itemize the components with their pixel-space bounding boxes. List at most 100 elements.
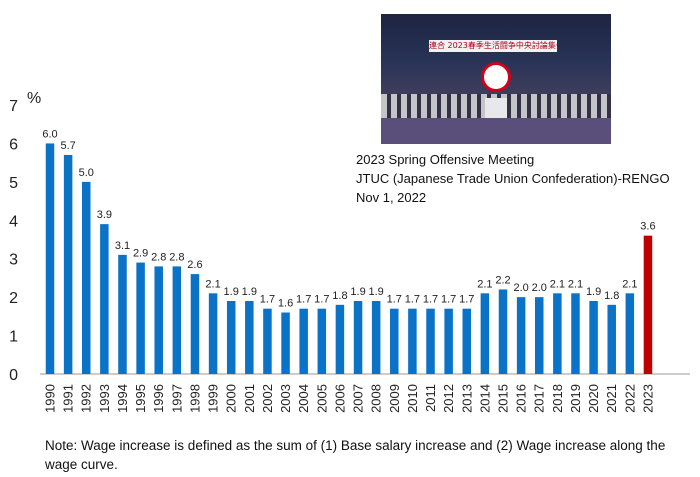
bar-2023 bbox=[643, 235, 653, 374]
data-label: 1.7 bbox=[296, 294, 311, 306]
bar-2022 bbox=[625, 293, 635, 374]
x-tick-label: 2018 bbox=[550, 384, 565, 413]
x-tick-label: 1999 bbox=[206, 384, 221, 413]
bar-2020 bbox=[589, 300, 598, 374]
x-tick-label: 2009 bbox=[387, 384, 402, 413]
y-unit-label: % bbox=[27, 90, 41, 107]
x-tick-label: 2008 bbox=[369, 384, 384, 413]
y-axis-ticks: 0 1 2 3 4 5 6 7 bbox=[9, 98, 18, 384]
y-tick-label: 4 bbox=[9, 213, 18, 230]
data-label: 1.9 bbox=[242, 286, 257, 298]
data-label: 1.8 bbox=[604, 290, 619, 302]
data-label: 2.6 bbox=[187, 259, 202, 271]
x-tick-label: 2001 bbox=[242, 384, 257, 413]
y-tick-label: 3 bbox=[9, 252, 18, 269]
meeting-photo: 連合 2023春季生活闘争中央討論集会 bbox=[381, 14, 611, 144]
x-tick-label: 2014 bbox=[477, 384, 492, 413]
bar-series bbox=[45, 143, 653, 374]
bar-1999 bbox=[208, 293, 218, 374]
bar-2014 bbox=[480, 293, 490, 374]
data-label: 1.7 bbox=[260, 294, 275, 306]
bar-2008 bbox=[371, 300, 381, 374]
podium bbox=[485, 98, 507, 118]
x-tick-label: 2011 bbox=[423, 384, 438, 412]
x-tick-label: 2012 bbox=[441, 384, 456, 413]
data-label: 1.7 bbox=[314, 294, 329, 306]
bar-2002 bbox=[263, 308, 272, 374]
bar-1990 bbox=[45, 143, 55, 374]
data-label: 5.0 bbox=[79, 167, 94, 179]
x-tick-label: 1994 bbox=[115, 384, 130, 413]
x-tick-label: 1996 bbox=[151, 384, 166, 413]
bar-1998 bbox=[190, 274, 200, 374]
data-label: 1.6 bbox=[278, 298, 293, 310]
data-label: 3.9 bbox=[97, 209, 112, 221]
bar-2001 bbox=[245, 300, 254, 374]
x-tick-label: 2022 bbox=[622, 384, 637, 413]
y-tick-label: 7 bbox=[9, 98, 18, 115]
bar-2018 bbox=[553, 293, 562, 374]
data-label: 2.1 bbox=[622, 278, 637, 290]
data-label: 1.8 bbox=[332, 290, 347, 302]
data-label: 3.1 bbox=[115, 240, 130, 252]
data-label: 2.9 bbox=[133, 248, 148, 260]
x-tick-label: 1995 bbox=[133, 384, 148, 413]
data-label: 6.0 bbox=[42, 128, 57, 140]
bar-2003 bbox=[281, 312, 290, 374]
bar-2007 bbox=[353, 300, 363, 374]
caption-line-2: JTUC (Japanese Trade Union Confederation… bbox=[356, 171, 670, 186]
y-tick-label: 2 bbox=[9, 290, 18, 307]
bar-2012 bbox=[444, 308, 453, 374]
data-label: 5.7 bbox=[60, 140, 75, 152]
rengo-logo bbox=[481, 62, 511, 92]
bar-2016 bbox=[516, 297, 526, 374]
x-tick-label: 1992 bbox=[79, 384, 94, 413]
x-tick-label: 2006 bbox=[332, 384, 347, 413]
data-label: 2.8 bbox=[169, 251, 184, 263]
bar-2011 bbox=[426, 308, 435, 374]
bar-2019 bbox=[571, 293, 580, 374]
carpet-floor bbox=[381, 118, 611, 144]
x-tick-label: 2017 bbox=[532, 384, 547, 413]
bar-2021 bbox=[607, 304, 616, 374]
bar-1992 bbox=[81, 181, 91, 374]
bar-2006 bbox=[335, 304, 345, 374]
bar-2004 bbox=[299, 308, 308, 374]
caption-line-3: Nov 1, 2022 bbox=[356, 190, 427, 205]
bar-2009 bbox=[390, 308, 399, 374]
x-axis-ticks: 1990 1991 1992 1993 1994 1995 1996 1997 1998 1999… bbox=[43, 384, 656, 413]
data-label: 2.1 bbox=[568, 278, 583, 290]
y-tick-label: 5 bbox=[9, 175, 18, 192]
data-label: 1.9 bbox=[224, 286, 239, 298]
x-tick-label: 2003 bbox=[278, 384, 293, 413]
x-tick-label: 2021 bbox=[604, 384, 619, 413]
data-label: 2.1 bbox=[550, 278, 565, 290]
data-label: 1.9 bbox=[586, 286, 601, 298]
y-tick-label: 0 bbox=[9, 367, 18, 384]
bar-2013 bbox=[462, 308, 472, 374]
y-tick-label: 6 bbox=[9, 136, 18, 153]
data-label: 1.7 bbox=[387, 294, 402, 306]
x-tick-label: 2019 bbox=[568, 384, 583, 413]
caption-line-1: 2023 Spring Offensive Meeting bbox=[356, 152, 535, 167]
bar-1997 bbox=[172, 266, 182, 374]
data-label: 2.0 bbox=[513, 282, 528, 294]
x-tick-label: 2010 bbox=[405, 384, 420, 413]
x-tick-label: 2002 bbox=[260, 384, 275, 413]
x-tick-label: 1997 bbox=[169, 384, 184, 413]
data-label: 2.8 bbox=[151, 251, 166, 263]
bar-1994 bbox=[118, 254, 127, 374]
x-tick-label: 2015 bbox=[496, 384, 511, 413]
data-label: 1.7 bbox=[441, 294, 456, 306]
data-label: 2.2 bbox=[495, 274, 510, 286]
data-label: 2.0 bbox=[532, 282, 547, 294]
x-tick-label: 2004 bbox=[296, 384, 311, 413]
data-labels: 6.05.75.03.93.12.9 2.8 2.82.62.11.9 1.91.7 1… bbox=[42, 128, 655, 309]
x-tick-label: 1990 bbox=[43, 384, 58, 413]
data-label: 1.9 bbox=[350, 286, 365, 298]
bar-1991 bbox=[63, 154, 73, 374]
data-label: 3.6 bbox=[640, 221, 655, 233]
bar-2000 bbox=[226, 300, 236, 374]
x-tick-label: 2023 bbox=[640, 384, 655, 413]
